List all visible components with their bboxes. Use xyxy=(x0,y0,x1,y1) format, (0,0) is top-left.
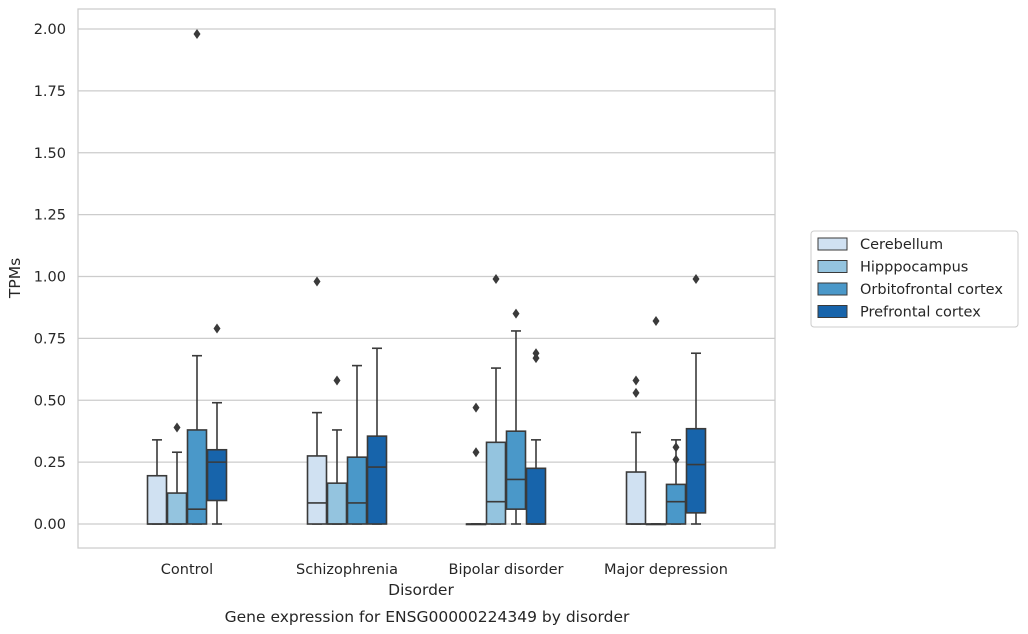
iqr-box xyxy=(525,467,547,525)
legend-frame xyxy=(810,230,1019,328)
legend-item: Cerebellum xyxy=(817,237,943,253)
box-cerebellum xyxy=(146,439,168,525)
outlier-marker xyxy=(632,375,640,386)
legend-item: Orbitofrontal cortex xyxy=(817,282,1003,298)
legend-label: Prefrontal cortex xyxy=(860,305,981,321)
y-axis-title: TPMs xyxy=(6,258,24,299)
box-orbitofrontal-cortex xyxy=(186,28,208,525)
iqr-box xyxy=(485,441,507,525)
legend-label: Cerebellum xyxy=(860,237,943,253)
y-tick-label: 2.00 xyxy=(34,22,66,38)
legend-item: Hipppocampus xyxy=(817,260,968,276)
iqr-box xyxy=(346,456,368,525)
legend: Cerebellum Hipppocampus Orbitofrontal cort… xyxy=(810,230,1019,328)
x-tick-label: Major depression xyxy=(604,562,728,578)
plot-area-frame xyxy=(77,8,776,549)
outlier-marker xyxy=(333,375,341,386)
legend-label: Orbitofrontal cortex xyxy=(860,282,1003,298)
box-orbitofrontal-cortex xyxy=(505,308,527,525)
legend-label: Hipppocampus xyxy=(860,260,968,276)
iqr-box xyxy=(505,430,527,510)
box-hipppocampus xyxy=(485,273,507,525)
box-prefrontal-cortex xyxy=(366,347,388,525)
iqr-box xyxy=(186,429,208,525)
box-hipppocampus xyxy=(326,375,348,525)
legend-swatch xyxy=(817,282,848,296)
outlier-marker xyxy=(193,28,201,39)
outlier-marker xyxy=(532,348,540,359)
iqr-box xyxy=(685,427,707,514)
outlier-marker xyxy=(173,422,181,433)
y-tick-label: 0.00 xyxy=(34,517,66,533)
y-tick-label: 0.25 xyxy=(34,455,66,471)
legend-swatch xyxy=(817,260,848,273)
y-tick-label: 1.25 xyxy=(34,208,66,224)
box-hipppocampus xyxy=(166,422,188,525)
outlier-marker xyxy=(472,402,480,413)
outlier-marker xyxy=(632,387,640,398)
x-tick-label: Control xyxy=(161,562,213,578)
legend-swatch xyxy=(817,305,848,318)
iqr-box xyxy=(665,483,687,525)
iqr-box xyxy=(306,455,328,525)
outlier-marker xyxy=(672,454,680,465)
outlier-marker xyxy=(472,447,480,458)
box-orbitofrontal-cortex xyxy=(665,439,687,525)
outlier-marker xyxy=(213,323,221,334)
box-cerebellum xyxy=(625,375,647,525)
outlier-marker xyxy=(652,316,660,327)
box-cerebellum xyxy=(306,276,328,525)
x-tick-label: Bipolar disorder xyxy=(449,562,564,578)
outlier-marker xyxy=(512,308,520,319)
iqr-box xyxy=(166,492,188,525)
y-tick-label: 0.50 xyxy=(34,393,66,409)
y-tick-label: 0.75 xyxy=(34,331,66,347)
x-axis-title: Disorder xyxy=(388,581,454,599)
outlier-marker xyxy=(313,276,321,287)
box-hipppocampus xyxy=(645,316,667,526)
y-axis-ticks: 0.00 0.25 0.50 0.75 1.00 1.25 1.50 1.75 2.00 xyxy=(34,22,66,533)
box-orbitofrontal-cortex xyxy=(346,364,368,525)
legend-swatch xyxy=(817,237,848,251)
x-tick-label: Schizophrenia xyxy=(296,562,398,578)
outlier-marker xyxy=(692,273,700,284)
box-prefrontal-cortex xyxy=(525,348,547,525)
iqr-box xyxy=(366,435,388,525)
iqr-box xyxy=(326,482,348,525)
x-axis-ticks: Control Schizophrenia Bipolar disorder Majo… xyxy=(161,562,728,578)
outlier-marker xyxy=(672,442,680,453)
legend-items: Cerebellum Hipppocampus Orbitofrontal cort… xyxy=(817,237,1003,321)
box-prefrontal-cortex xyxy=(685,273,707,525)
iqr-box xyxy=(625,471,647,525)
box-cerebellum xyxy=(465,402,487,526)
box-prefrontal-cortex xyxy=(206,323,228,525)
legend-item: Prefrontal cortex xyxy=(817,305,981,321)
chart-caption: Gene expression for ENSG00000224349 by d… xyxy=(225,608,630,626)
iqr-box xyxy=(146,474,168,525)
y-tick-label: 1.00 xyxy=(34,270,66,286)
iqr-box xyxy=(206,448,228,502)
y-tick-label: 1.75 xyxy=(34,84,66,100)
boxes xyxy=(146,28,707,526)
y-tick-label: 1.50 xyxy=(34,146,66,162)
outlier-marker xyxy=(492,273,500,284)
